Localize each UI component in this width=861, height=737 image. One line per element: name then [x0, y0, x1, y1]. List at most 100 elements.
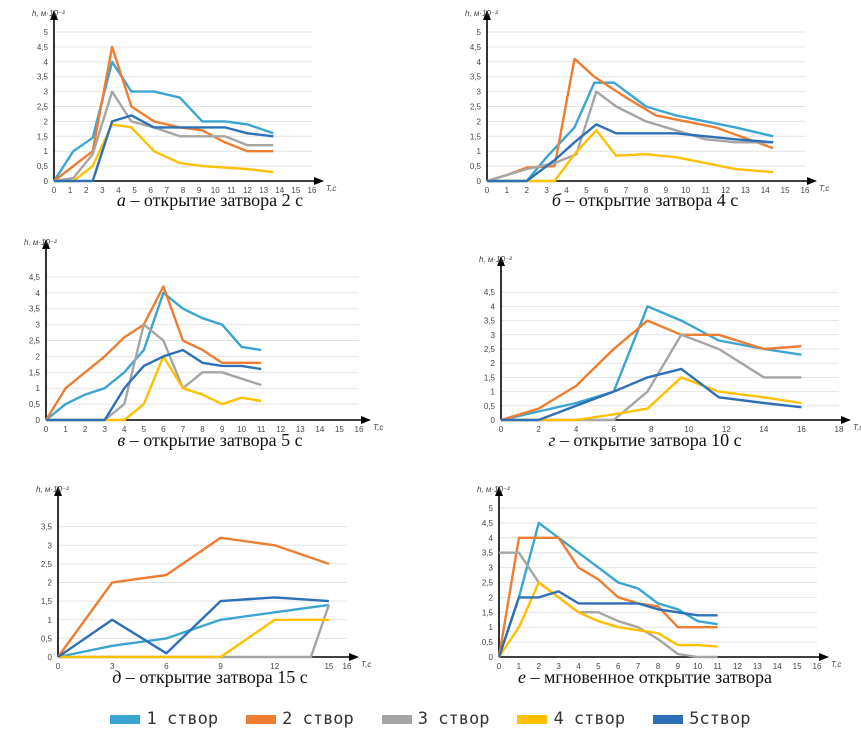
panel-caption-4: г – открытие затвора 10 с — [435, 430, 855, 451]
legend-label-4: 4 створ — [553, 709, 626, 729]
x-tick-label: 12 — [721, 186, 730, 195]
legend-item-1: 1 створ — [110, 709, 218, 729]
x-tick-label: 0 — [52, 186, 57, 195]
y-tick-label: 4,5 — [484, 288, 496, 297]
y-tick-label: 0 — [491, 416, 496, 425]
x-axis-arrow-icon — [314, 177, 324, 185]
x-tick-label: 15 — [335, 425, 344, 434]
x-tick-label: 7 — [181, 425, 186, 434]
series-line-5 — [46, 348, 262, 422]
x-tick-label: 2 — [83, 425, 88, 434]
y-tick-label: 4,5 — [29, 273, 41, 282]
y-axis-arrow-icon — [483, 10, 491, 20]
legend-item-2: 2 створ — [246, 709, 354, 729]
x-tick-label: 7 — [165, 186, 170, 195]
x-tick-label: 9 — [220, 425, 225, 434]
y-axis-arrow-icon — [497, 256, 505, 266]
legend-label-1: 1 створ — [146, 709, 219, 729]
y-axis-arrow-icon — [495, 486, 503, 496]
y-tick-label: 1 — [477, 147, 482, 156]
x-tick-label: 15 — [324, 662, 333, 671]
y-axis-label: h, м·10⁻² — [477, 485, 510, 494]
x-tick-label: 2 — [525, 186, 530, 195]
series-line-5 — [501, 367, 802, 422]
panel-letter: д — [112, 667, 126, 687]
y-tick-label: 3,5 — [482, 549, 494, 558]
y-tick-label: 2,5 — [37, 103, 49, 112]
panel-caption-2: б – открытие затвора 4 с — [435, 190, 855, 211]
y-tick-label: 2 — [48, 579, 53, 588]
x-axis-arrow-icon — [819, 653, 829, 661]
y-tick-label: 1 — [48, 616, 53, 625]
panel-title: – открытие затвора 5 с — [129, 430, 303, 450]
series-line-3 — [499, 551, 718, 659]
x-tick-label: 0 — [485, 186, 490, 195]
x-tick-label: 11 — [713, 662, 722, 671]
x-tick-label: 0 — [56, 662, 61, 671]
x-tick-label: 5 — [132, 186, 137, 195]
y-axis-label: h, м·10⁻² — [32, 9, 65, 18]
legend-item-4: 4 створ — [517, 709, 625, 729]
y-tick-label: 1 — [491, 388, 496, 397]
y-tick-label: 3,5 — [37, 73, 49, 82]
x-tick-label: 6 — [616, 662, 621, 671]
y-axis-label: h, м·10⁻² — [465, 9, 498, 18]
series-line-2 — [57, 536, 330, 658]
x-tick-label: 8 — [644, 186, 649, 195]
x-tick-label: 11 — [701, 186, 710, 195]
chart-panel-1: 00,511,522,533,544,550 1 2 3 4 5 6 7 8 9 10 11 12 13 1… — [32, 9, 336, 195]
y-tick-label: 3 — [491, 331, 496, 340]
y-tick-label: 0,5 — [29, 400, 41, 409]
y-tick-label: 4,5 — [470, 43, 482, 52]
series-line-1 — [45, 291, 262, 421]
y-tick-label: 4 — [36, 289, 41, 298]
x-axis-label: T,с — [831, 660, 841, 669]
series-line-1 — [497, 521, 718, 658]
y-tick-label: 4 — [491, 302, 496, 311]
panel-letter: г — [548, 430, 560, 450]
y-tick-label: 0,5 — [37, 162, 49, 171]
y-tick-label: 2,5 — [29, 337, 41, 346]
x-tick-label: 10 — [237, 425, 246, 434]
x-tick-label: 1 — [517, 662, 522, 671]
x-tick-label: 6 — [611, 425, 616, 434]
series-line-4 — [501, 376, 802, 422]
x-tick-label: 16 — [343, 662, 352, 671]
y-tick-label: 1 — [489, 623, 494, 632]
panel-letter: б — [551, 190, 566, 210]
x-tick-label: 9 — [664, 186, 669, 195]
series-line-1 — [500, 305, 802, 422]
x-tick-label: 4 — [564, 186, 569, 195]
y-tick-label: 0 — [48, 653, 53, 662]
x-tick-label: 3 — [556, 662, 561, 671]
series-line-2 — [53, 45, 274, 182]
x-tick-label: 7 — [636, 662, 641, 671]
x-tick-label: 6 — [149, 186, 154, 195]
y-axis-label: h, м·10⁻² — [24, 238, 57, 247]
y-tick-label: 0 — [489, 653, 494, 662]
y-tick-label: 0,5 — [484, 402, 496, 411]
x-tick-label: 8 — [656, 662, 661, 671]
x-tick-label: 4 — [116, 186, 121, 195]
series-line-2 — [500, 319, 802, 422]
legend-label-5: 5створ — [689, 709, 751, 729]
y-tick-label: 2,5 — [470, 103, 482, 112]
y-tick-label: 1,5 — [29, 368, 41, 377]
x-tick-label: 12 — [722, 425, 731, 434]
x-tick-label: 11 — [257, 425, 266, 434]
x-tick-label: 0 — [44, 425, 49, 434]
panel-caption-3: в – открытие затвора 5 с — [0, 430, 420, 451]
y-tick-label: 4,5 — [37, 43, 49, 52]
panel-letter: в — [117, 430, 130, 450]
y-tick-label: 2 — [36, 352, 41, 361]
legend: 1 створ 2 створ 3 створ 4 створ 5створ — [0, 704, 861, 734]
x-axis-label: T,с — [819, 184, 829, 193]
y-axis-arrow-icon — [42, 239, 50, 249]
x-tick-label: 8 — [181, 186, 186, 195]
series-line-4 — [487, 129, 774, 183]
x-tick-label: 13 — [753, 662, 762, 671]
y-tick-label: 5 — [489, 504, 494, 513]
x-tick-label: 12 — [243, 186, 252, 195]
y-tick-label: 2 — [491, 359, 496, 368]
y-tick-label: 0,5 — [482, 638, 494, 647]
